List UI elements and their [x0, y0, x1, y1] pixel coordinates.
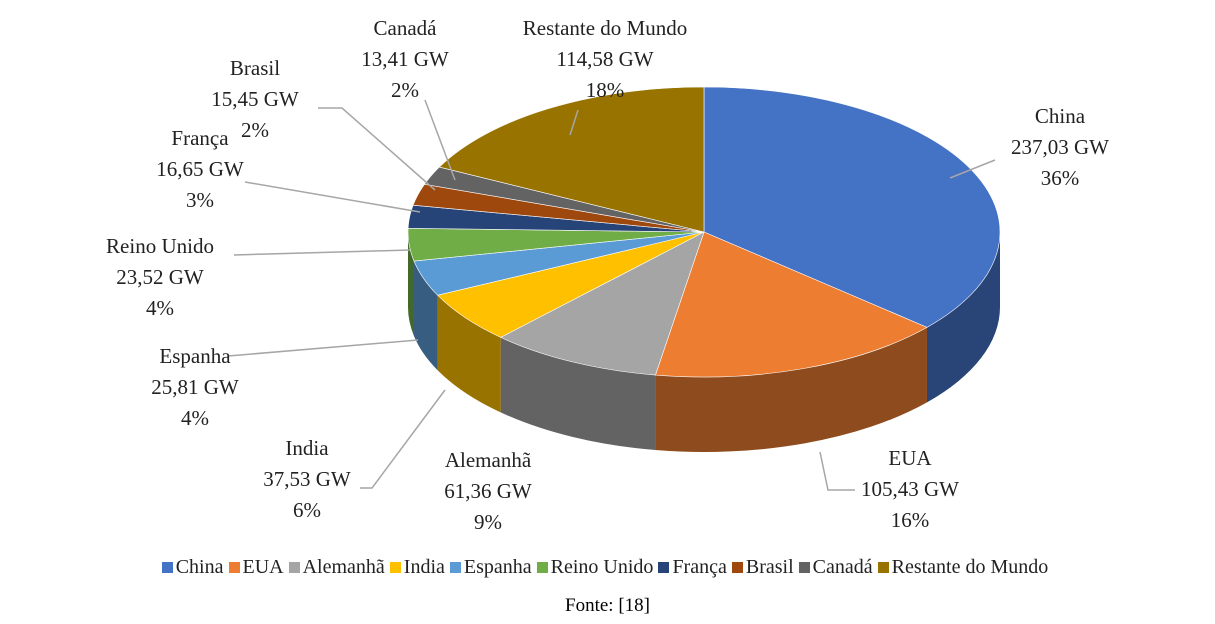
pie-side	[437, 295, 501, 413]
legend-label: Restante do Mundo	[891, 556, 1049, 578]
data-label-percent: 2%	[241, 118, 269, 142]
pie-side	[655, 327, 927, 452]
pie-side	[926, 232, 1000, 403]
data-label-name: Espanha	[159, 344, 231, 368]
leader-line	[227, 339, 419, 357]
data-label-value: 23,52 GW	[116, 265, 204, 289]
pie-side	[414, 261, 438, 371]
legend-swatch	[536, 562, 548, 573]
legend-label: China	[175, 556, 224, 578]
legend-item: Canadá	[798, 556, 873, 579]
leader-line	[819, 451, 855, 491]
legend-label: França	[672, 556, 727, 578]
data-label-percent: 36%	[1041, 166, 1080, 190]
legend-item: Reino Unido	[536, 556, 654, 579]
data-label-percent: 4%	[146, 296, 174, 320]
data-label-name: China	[1035, 104, 1086, 128]
data-label-name: Alemanhã	[445, 448, 532, 472]
legend-item: Brasil	[731, 556, 794, 579]
legend-swatch	[161, 562, 173, 573]
legend-swatch	[658, 562, 670, 573]
legend-item: Alemanhã	[288, 556, 385, 579]
leader-line	[949, 159, 996, 179]
data-label-percent: 9%	[474, 510, 502, 534]
data-label-value: 13,41 GW	[361, 47, 449, 71]
legend-label: Espanha	[463, 556, 532, 578]
pie-side	[500, 337, 656, 451]
legend-swatch	[389, 562, 401, 573]
data-label-name: Brasil	[230, 56, 280, 80]
leader-line	[424, 99, 456, 181]
leader-line	[569, 109, 579, 136]
data-label-value: 37,53 GW	[263, 467, 351, 491]
legend-label: Alemanhã	[302, 556, 385, 578]
data-label-percent: 3%	[186, 188, 214, 212]
legend-swatch	[731, 562, 743, 573]
legend-swatch	[449, 562, 461, 573]
data-label-value: 16,65 GW	[156, 157, 244, 181]
data-label-percent: 6%	[293, 498, 321, 522]
legend-item: Restante do Mundo	[877, 556, 1049, 579]
legend-swatch	[877, 562, 889, 573]
chart: China 237,03 GW 36% EUA 105,43 GW 16% Alemanhã…	[106, 16, 1109, 534]
pie-slice	[703, 86, 1001, 328]
legend: China EUA Alemanhã India Espanha Reino Unido F…	[0, 556, 1215, 579]
data-label-percent: 16%	[891, 508, 930, 532]
data-label-percent: 4%	[181, 406, 209, 430]
data-label-name: Canadá	[374, 16, 438, 40]
data-label-name: França	[171, 126, 229, 150]
data-label-value: 15,45 GW	[211, 87, 299, 111]
data-label-value: 105,43 GW	[861, 477, 959, 501]
data-label-name: Restante do Mundo	[523, 16, 687, 40]
data-label-name: EUA	[888, 446, 932, 470]
legend-item: EUA	[228, 556, 284, 579]
leader-line	[233, 249, 411, 256]
legend-item: India	[389, 556, 445, 579]
pie-slice	[499, 231, 705, 376]
legend-label: Canadá	[812, 556, 873, 578]
legend-swatch	[798, 562, 810, 573]
data-label-value: 237,03 GW	[1011, 135, 1109, 159]
legend-item: França	[658, 556, 727, 579]
leader-line	[244, 181, 421, 213]
data-label-percent: 2%	[391, 78, 419, 102]
legend-label: Brasil	[745, 556, 794, 578]
data-label-percent: 18%	[586, 78, 625, 102]
legend-item: China	[161, 556, 224, 579]
legend-label: EUA	[242, 556, 284, 578]
data-label-value: 114,58 GW	[556, 47, 653, 71]
data-label-value: 25,81 GW	[151, 375, 239, 399]
legend-swatch	[288, 562, 300, 573]
legend-label: Reino Unido	[550, 556, 654, 578]
legend-item: Espanha	[449, 556, 532, 579]
pie-slice	[655, 231, 928, 378]
legend-label: India	[403, 556, 445, 578]
source: Fonte: [18]	[565, 595, 650, 616]
data-label-name: Reino Unido	[106, 234, 214, 258]
legend-swatch	[228, 562, 240, 573]
data-label-value: 61,36 GW	[444, 479, 532, 503]
data-label-name: India	[285, 436, 329, 460]
leader-line	[318, 107, 436, 191]
pie-slice	[438, 86, 705, 233]
leader-line	[360, 389, 446, 489]
